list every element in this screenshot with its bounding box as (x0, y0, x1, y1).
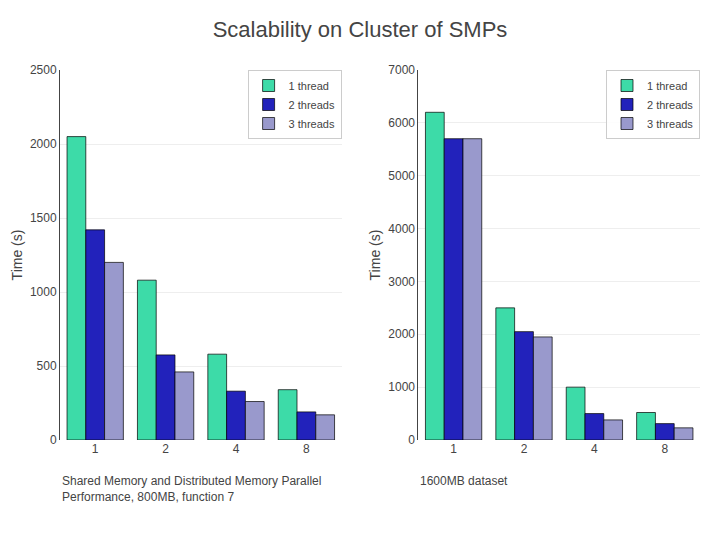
svg-text:7000: 7000 (388, 63, 415, 77)
svg-text:2: 2 (521, 442, 528, 456)
svg-text:6000: 6000 (388, 116, 415, 130)
svg-text:1500: 1500 (30, 211, 57, 225)
svg-text:4000: 4000 (388, 222, 415, 236)
svg-text:1 thread: 1 thread (289, 80, 329, 92)
svg-text:3 threads: 3 threads (289, 118, 335, 130)
svg-text:1000: 1000 (388, 380, 415, 394)
svg-text:8: 8 (661, 442, 668, 456)
svg-text:0: 0 (408, 433, 415, 447)
svg-text:2: 2 (162, 442, 169, 456)
svg-text:8: 8 (303, 442, 310, 456)
svg-text:0: 0 (50, 433, 57, 447)
svg-text:3000: 3000 (388, 275, 415, 289)
svg-text:500: 500 (37, 359, 57, 373)
svg-text:2 threads: 2 threads (289, 99, 335, 111)
svg-text:Shared Memory and Distributed: Shared Memory and Distributed Memory Par… (62, 474, 321, 504)
svg-text:3 threads: 3 threads (647, 118, 693, 130)
svg-text:2000: 2000 (388, 327, 415, 341)
svg-text:4: 4 (233, 442, 240, 456)
svg-text:1 thread: 1 thread (647, 80, 687, 92)
svg-text:5000: 5000 (388, 169, 415, 183)
svg-text:4: 4 (591, 442, 598, 456)
svg-text:Time (s): Time (s) (9, 230, 25, 281)
svg-text:1: 1 (92, 442, 99, 456)
svg-text:1: 1 (450, 442, 457, 456)
svg-text:Time (s): Time (s) (367, 230, 383, 281)
svg-text:Scalability on Cluster of SMPs: Scalability on Cluster of SMPs (213, 17, 508, 42)
svg-text:2 threads: 2 threads (647, 99, 693, 111)
svg-text:2000: 2000 (30, 137, 57, 151)
svg-text:1600MB dataset: 1600MB dataset (420, 474, 508, 488)
svg-text:1000: 1000 (30, 285, 57, 299)
svg-text:2500: 2500 (30, 63, 57, 77)
